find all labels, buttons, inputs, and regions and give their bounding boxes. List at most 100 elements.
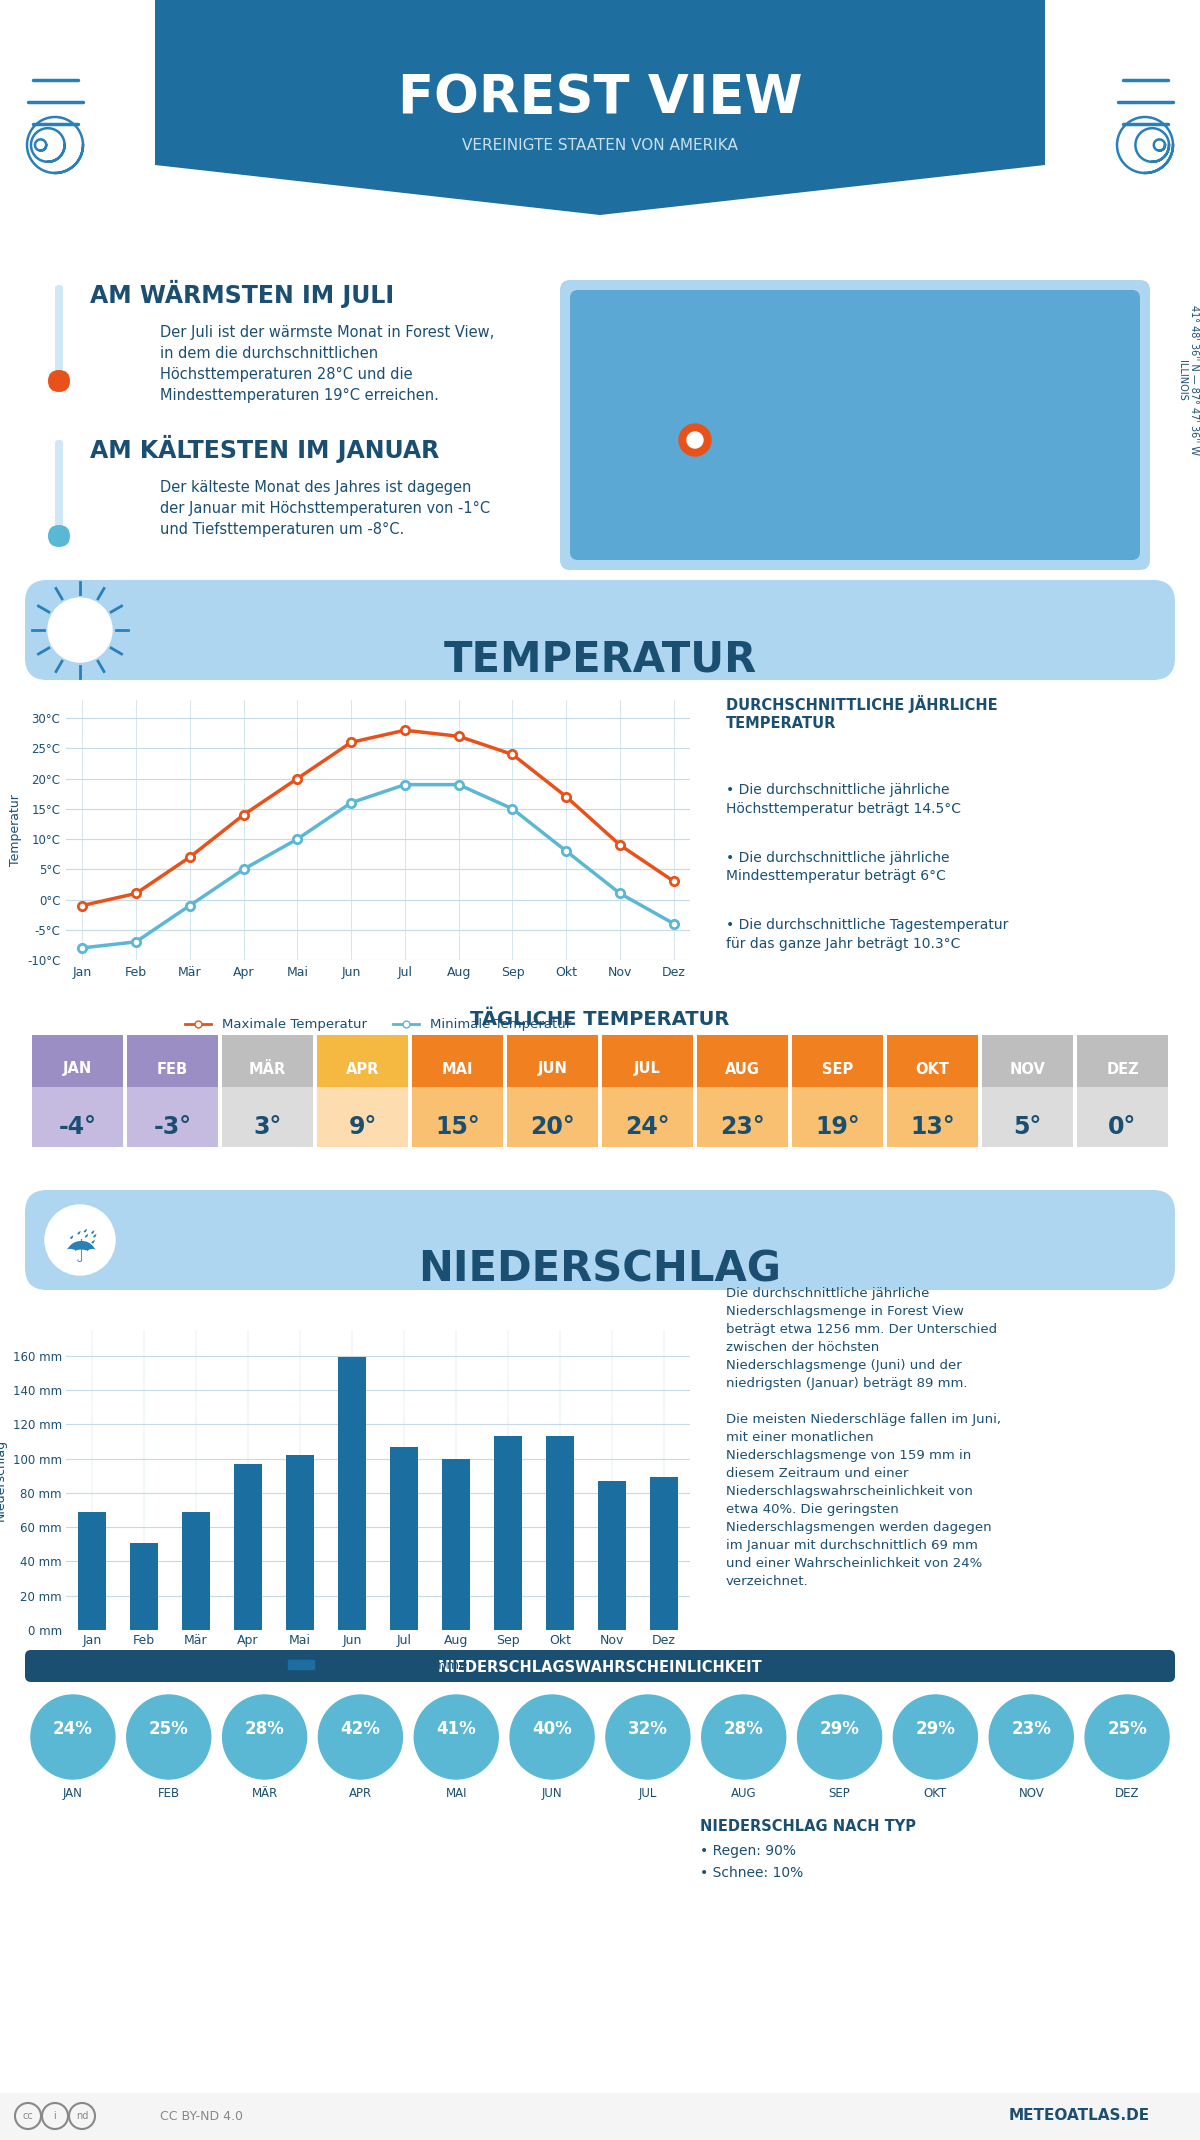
Bar bbox=[181, 1511, 210, 1631]
Bar bbox=[508, 1036, 598, 1087]
Text: JAN: JAN bbox=[62, 1061, 92, 1076]
Text: MAI: MAI bbox=[442, 1061, 473, 1076]
Bar bbox=[982, 1087, 1073, 1147]
Bar bbox=[1078, 1087, 1168, 1147]
Text: SEP: SEP bbox=[822, 1061, 853, 1076]
Bar bbox=[887, 1087, 978, 1147]
Circle shape bbox=[894, 1695, 978, 1778]
Bar bbox=[442, 1459, 470, 1631]
Circle shape bbox=[222, 1695, 306, 1778]
Text: CC BY-ND 4.0: CC BY-ND 4.0 bbox=[160, 2110, 242, 2123]
Text: 25%: 25% bbox=[1108, 1721, 1147, 1738]
Text: OKT: OKT bbox=[924, 1787, 947, 1800]
Circle shape bbox=[35, 1194, 125, 1284]
Legend: Niederschlagssumme: Niederschlagssumme bbox=[282, 1654, 474, 1678]
Text: 19°: 19° bbox=[815, 1115, 860, 1138]
Text: NIEDERSCHLAG: NIEDERSCHLAG bbox=[419, 1248, 781, 1290]
Bar bbox=[130, 1543, 158, 1631]
Bar bbox=[982, 1036, 1073, 1087]
Bar bbox=[222, 1087, 313, 1147]
Polygon shape bbox=[155, 0, 1045, 214]
Bar bbox=[0, 0, 1200, 259]
Bar bbox=[602, 1087, 694, 1147]
Text: -3°: -3° bbox=[154, 1115, 192, 1138]
Bar bbox=[127, 1036, 218, 1087]
Circle shape bbox=[702, 1695, 786, 1778]
Bar bbox=[697, 1036, 788, 1087]
Text: AUG: AUG bbox=[725, 1061, 760, 1076]
Text: Der kälteste Monat des Jahres ist dagegen
der Januar mit Höchsttemperaturen von : Der kälteste Monat des Jahres ist dagege… bbox=[160, 479, 490, 537]
Circle shape bbox=[127, 1695, 211, 1778]
Bar bbox=[887, 1036, 978, 1087]
Text: DEZ: DEZ bbox=[1106, 1061, 1139, 1076]
Text: 41%: 41% bbox=[437, 1721, 476, 1738]
Text: APR: APR bbox=[349, 1787, 372, 1800]
Text: 40%: 40% bbox=[533, 1721, 572, 1738]
Bar bbox=[602, 1036, 694, 1087]
Circle shape bbox=[48, 597, 112, 661]
Text: MAI: MAI bbox=[445, 1787, 467, 1800]
Text: 24°: 24° bbox=[625, 1115, 670, 1138]
Y-axis label: Niederschlag: Niederschlag bbox=[0, 1438, 7, 1522]
Circle shape bbox=[679, 424, 710, 456]
Text: DEZ: DEZ bbox=[1115, 1787, 1139, 1800]
Text: i: i bbox=[54, 2110, 56, 2121]
Text: 20°: 20° bbox=[530, 1115, 575, 1138]
Text: 23%: 23% bbox=[1012, 1721, 1051, 1738]
Circle shape bbox=[414, 1695, 498, 1778]
Bar bbox=[222, 1036, 313, 1087]
Text: NOV: NOV bbox=[1019, 1787, 1044, 1800]
Y-axis label: Temperatur: Temperatur bbox=[8, 794, 22, 867]
Text: • Schnee: 10%: • Schnee: 10% bbox=[700, 1866, 803, 1881]
Bar bbox=[649, 1477, 678, 1631]
FancyBboxPatch shape bbox=[48, 370, 70, 392]
Text: FEB: FEB bbox=[157, 1787, 180, 1800]
Text: 28%: 28% bbox=[724, 1721, 763, 1738]
Bar bbox=[234, 1464, 263, 1631]
Text: -4°: -4° bbox=[59, 1115, 96, 1138]
Bar bbox=[317, 1036, 408, 1087]
Text: • Regen: 90%: • Regen: 90% bbox=[700, 1845, 796, 1858]
Text: 9°: 9° bbox=[348, 1115, 377, 1138]
Text: 29%: 29% bbox=[820, 1721, 859, 1738]
Text: AM WÄRMSTEN IM JULI: AM WÄRMSTEN IM JULI bbox=[90, 280, 394, 308]
Text: NIEDERSCHLAG NACH TYP: NIEDERSCHLAG NACH TYP bbox=[700, 1819, 916, 1834]
Circle shape bbox=[318, 1695, 402, 1778]
Bar bbox=[508, 1087, 598, 1147]
Text: JAN: JAN bbox=[62, 1787, 83, 1800]
Bar bbox=[286, 1455, 314, 1631]
Bar bbox=[1078, 1036, 1168, 1087]
Text: VEREINIGTE STAATEN VON AMERIKA: VEREINIGTE STAATEN VON AMERIKA bbox=[462, 137, 738, 152]
Text: 5°: 5° bbox=[1013, 1115, 1042, 1138]
Legend: Maximale Temperatur, Minimale Temperatur: Maximale Temperatur, Minimale Temperatur bbox=[180, 1012, 576, 1036]
Text: 29%: 29% bbox=[916, 1721, 955, 1738]
Text: TEMPERATUR: TEMPERATUR bbox=[443, 638, 757, 681]
Circle shape bbox=[35, 584, 125, 674]
Bar bbox=[697, 1087, 788, 1147]
Text: SEP: SEP bbox=[829, 1787, 851, 1800]
FancyBboxPatch shape bbox=[55, 441, 64, 539]
Text: AUG: AUG bbox=[731, 1787, 756, 1800]
Circle shape bbox=[31, 1695, 115, 1778]
Text: APR: APR bbox=[346, 1061, 379, 1076]
Text: • Die durchschnittliche jährliche
Mindesttemperatur beträgt 6°C: • Die durchschnittliche jährliche Mindes… bbox=[726, 852, 949, 884]
Text: 28%: 28% bbox=[245, 1721, 284, 1738]
Circle shape bbox=[606, 1695, 690, 1778]
Bar bbox=[546, 1436, 575, 1631]
Text: AM KÄLTESTEN IM JANUAR: AM KÄLTESTEN IM JANUAR bbox=[90, 434, 439, 462]
Text: JUL: JUL bbox=[634, 1061, 661, 1076]
Text: FEB: FEB bbox=[157, 1061, 188, 1076]
Bar bbox=[493, 1436, 522, 1631]
Bar bbox=[337, 1357, 366, 1631]
Text: DURCHSCHNITTLICHE JÄHRLICHE
TEMPERATUR: DURCHSCHNITTLICHE JÄHRLICHE TEMPERATUR bbox=[726, 696, 997, 732]
Text: 32%: 32% bbox=[628, 1721, 668, 1738]
Text: JUL: JUL bbox=[638, 1787, 658, 1800]
Bar bbox=[412, 1087, 503, 1147]
Text: TÄGLICHE TEMPERATUR: TÄGLICHE TEMPERATUR bbox=[470, 1010, 730, 1029]
Text: NOV: NOV bbox=[1009, 1061, 1045, 1076]
Text: FOREST VIEW: FOREST VIEW bbox=[397, 73, 803, 124]
Bar bbox=[78, 1511, 107, 1631]
Text: ☔: ☔ bbox=[64, 1235, 96, 1269]
Circle shape bbox=[989, 1695, 1073, 1778]
Circle shape bbox=[510, 1695, 594, 1778]
